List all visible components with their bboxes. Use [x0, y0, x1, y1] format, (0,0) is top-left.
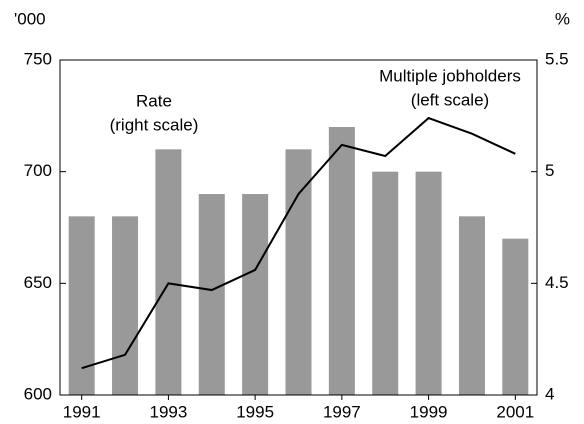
bar: [155, 149, 182, 395]
bar: [198, 194, 225, 395]
annotation: (right scale): [110, 115, 199, 134]
bar: [458, 216, 485, 395]
bar: [242, 194, 269, 395]
y-tick-label: 600: [24, 384, 52, 403]
y2-tick-label: 5.5: [545, 49, 569, 68]
y-unit: '000: [14, 9, 46, 28]
y-tick-label: 750: [24, 49, 52, 68]
x-tick-label: 1999: [410, 402, 448, 421]
annotation: Rate: [136, 91, 172, 110]
y2-unit: %: [555, 9, 570, 28]
y-tick-label: 650: [24, 273, 52, 292]
bar: [502, 238, 529, 395]
x-tick-label: 1995: [236, 402, 274, 421]
annotation: (left scale): [411, 90, 489, 109]
y2-tick-label: 5: [545, 161, 554, 180]
x-tick-label: 1997: [323, 402, 361, 421]
bar: [285, 149, 312, 395]
bar: [112, 216, 139, 395]
plot-frame: [59, 59, 538, 396]
annotation: Multiple jobholders: [379, 66, 521, 85]
line: [81, 116, 516, 370]
y2-tick-label: 4: [545, 384, 554, 403]
x-tick-label: 2001: [496, 402, 534, 421]
bar: [415, 171, 442, 395]
x-tick-label: 1991: [63, 402, 101, 421]
y-tick-label: 700: [24, 161, 52, 180]
bar: [328, 127, 355, 395]
bar: [372, 171, 399, 395]
x-tick-label: 1993: [149, 402, 187, 421]
y2-tick-label: 4.5: [545, 273, 569, 292]
